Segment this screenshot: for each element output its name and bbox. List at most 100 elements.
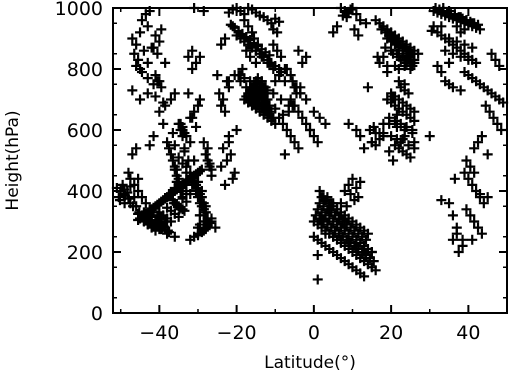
- axis-ticks: 0 200 400 600 800 1000 −40 −20 0 20 40: [55, 0, 508, 344]
- scatter-point: [482, 192, 493, 203]
- scatter-point: [297, 112, 308, 123]
- scatter-point: [337, 10, 348, 21]
- scatter-point: [279, 64, 290, 74]
- scatter-point: [351, 182, 362, 193]
- scatter-point: [194, 166, 205, 177]
- scatter-point: [389, 115, 400, 126]
- scatter-point: [391, 121, 402, 132]
- scatter-point: [409, 143, 420, 154]
- scatter-point: [326, 198, 337, 209]
- scatter-point: [148, 131, 159, 142]
- scatter-point: [391, 134, 402, 145]
- scatter-point: [202, 143, 213, 154]
- scatter-point: [239, 33, 250, 44]
- scatter-point: [274, 70, 285, 81]
- scatter-point: [332, 204, 343, 215]
- scatter-point: [374, 57, 385, 68]
- scatter-point: [444, 57, 455, 68]
- scatter-point: [142, 88, 153, 99]
- scatter-point: [391, 109, 402, 120]
- scatter-point: [160, 100, 171, 111]
- scatter-point: [276, 94, 287, 105]
- scatter-point: [332, 21, 343, 32]
- scatter-point: [247, 94, 258, 105]
- scatter-point: [227, 21, 238, 32]
- scatter-point: [150, 91, 161, 102]
- scatter-point: [467, 179, 478, 190]
- scatter-point: [165, 149, 176, 160]
- scatter-point: [293, 45, 304, 56]
- scatter-point: [335, 222, 346, 233]
- scatter-point: [250, 57, 261, 68]
- scatter-point: [192, 230, 203, 241]
- scatter-point: [405, 152, 416, 163]
- scatter-point: [305, 125, 315, 135]
- scatter-point: [378, 51, 389, 62]
- scatter-point: [140, 198, 151, 209]
- scatter-point: [131, 143, 142, 154]
- scatter-point: [142, 73, 153, 84]
- scatter-point: [164, 227, 175, 238]
- scatter-point: [476, 131, 487, 142]
- scatter-point: [293, 106, 304, 117]
- scatter-point: [312, 250, 323, 261]
- scatter-point: [260, 82, 271, 93]
- scatter-point: [148, 42, 159, 53]
- scatter-point: [133, 173, 144, 184]
- scatter-point: [471, 57, 482, 68]
- scatter-point: [131, 39, 142, 50]
- scatter-point: [361, 18, 372, 29]
- scatter-point: [359, 243, 370, 254]
- scatter-point: [409, 115, 420, 126]
- scatter-point: [343, 237, 354, 248]
- scatter-point: [256, 76, 267, 87]
- scatter-point: [314, 186, 325, 196]
- scatter-point: [355, 131, 366, 142]
- scatter-point: [181, 196, 192, 207]
- scatter-point: [198, 137, 209, 148]
- scatter-point: [262, 94, 273, 105]
- scatter-markers: [111, 3, 509, 285]
- scatter-point: [366, 247, 377, 257]
- scatter-point: [185, 234, 196, 245]
- scatter-point: [393, 76, 404, 87]
- scatter-point: [243, 21, 254, 32]
- scatter-point: [198, 6, 209, 17]
- scatter-point: [210, 222, 221, 233]
- y-tick-label: 800: [67, 59, 103, 81]
- scatter-point: [461, 15, 472, 26]
- scatter-point: [154, 106, 165, 117]
- scatter-point: [274, 16, 285, 27]
- scatter-point: [129, 179, 140, 190]
- scatter-point: [142, 57, 153, 68]
- scatter-point: [449, 9, 460, 20]
- x-axis-title: Latitude(°): [264, 353, 356, 373]
- scatter-point: [312, 274, 323, 285]
- y-axis-title: Height(hPa): [3, 110, 23, 210]
- scatter-point: [461, 155, 472, 166]
- scatter-point: [135, 64, 146, 74]
- y-tick-label: 0: [91, 303, 103, 325]
- scatter-point: [196, 192, 207, 203]
- scatter-point: [349, 24, 360, 35]
- scatter-point: [465, 210, 476, 221]
- scatter-point: [194, 219, 205, 230]
- scatter-point: [355, 15, 366, 26]
- scatter-point: [264, 100, 275, 111]
- scatter-point: [335, 234, 346, 245]
- scatter-point: [482, 149, 493, 160]
- scatter-point: [388, 91, 399, 102]
- scatter-point: [187, 45, 198, 56]
- scatter-point: [484, 106, 495, 117]
- x-tick-label: −40: [139, 322, 179, 344]
- scatter-point: [353, 30, 364, 41]
- scatter-point: [440, 45, 451, 56]
- scatter-point: [150, 70, 161, 81]
- scatter-point: [351, 9, 362, 20]
- scatter-point: [301, 118, 312, 129]
- scatter-point: [436, 195, 447, 206]
- scatter-point: [192, 182, 203, 193]
- scatter-point: [405, 64, 416, 74]
- scatter-point: [424, 131, 435, 142]
